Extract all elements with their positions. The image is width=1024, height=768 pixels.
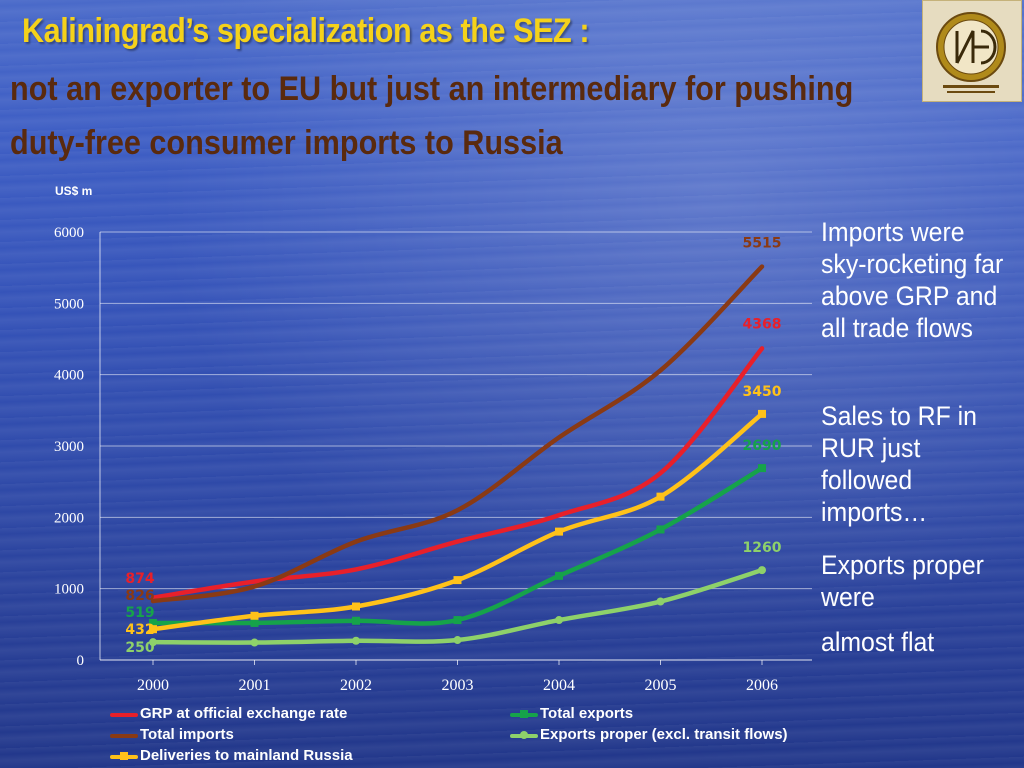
series-lines	[149, 264, 766, 647]
data-point	[453, 616, 462, 625]
series-line-0	[150, 346, 765, 600]
y-tick-label: 4000	[54, 368, 84, 384]
note-imports: Imports were sky-rocketing far above GRP…	[821, 217, 1004, 343]
data-point	[250, 638, 259, 647]
data-point	[250, 611, 259, 620]
x-tick-label: 2003	[442, 677, 474, 694]
note-flat: almost flat	[821, 627, 935, 657]
data-point	[555, 571, 563, 580]
data-label: 2690	[743, 438, 782, 454]
y-tick-label: 0	[77, 653, 85, 669]
legend-marker	[520, 731, 528, 739]
data-point	[758, 566, 766, 575]
legend-label: Total exports	[540, 705, 634, 722]
data-point	[758, 409, 766, 418]
data-point	[453, 576, 462, 585]
data-point	[250, 618, 259, 627]
data-label: 519	[125, 605, 154, 621]
data-point	[656, 525, 665, 534]
x-tick-label: 2006	[746, 677, 778, 694]
data-point	[149, 625, 157, 634]
y-tick-label: 2000	[54, 510, 84, 526]
data-point	[555, 616, 563, 625]
y-tick-label: 5000	[54, 296, 84, 312]
data-point	[352, 636, 360, 645]
y-tick-label: 6000	[54, 225, 84, 241]
legend-marker	[520, 710, 528, 718]
legend-marker	[120, 752, 128, 760]
data-point	[656, 597, 665, 606]
logo-emblem-icon	[936, 12, 1006, 93]
axes: 0 1000 2000 3000 4000 5000 6000 2000 2001 2002 200…	[54, 225, 812, 694]
data-label: 4368	[743, 316, 782, 332]
x-tick-label: 2004	[543, 677, 575, 694]
y-tick-label: 1000	[54, 582, 84, 598]
legend-label: GRP at official exchange rate	[140, 705, 348, 722]
y-tick-label: 3000	[54, 439, 84, 455]
data-label: 432	[125, 622, 154, 638]
data-point	[656, 492, 665, 501]
legend-label: Deliveries to mainland Russia	[140, 747, 353, 764]
data-label: 1260	[743, 540, 782, 556]
data-point	[352, 616, 360, 625]
data-point	[352, 602, 360, 611]
legend-swatch	[110, 713, 138, 717]
data-label: 826	[125, 588, 154, 604]
legend-label: Total imports	[140, 726, 234, 743]
data-point	[758, 464, 766, 473]
legend-label: Exports proper (excl. transit flows)	[540, 726, 788, 743]
x-tick-label: 2000	[137, 677, 169, 694]
data-label: 874	[125, 571, 154, 587]
x-tick-label: 2005	[645, 677, 677, 694]
x-tick-label: 2002	[340, 677, 372, 694]
data-label: 3450	[743, 384, 782, 400]
slide-title: Kaliningrad’s specialization as the SEZ …	[22, 12, 590, 50]
legend-swatch	[110, 734, 138, 738]
data-labels: 250 1260 519 2690 432 3450 874 4368 826 5515	[125, 236, 781, 656]
logo	[922, 0, 1022, 102]
series-line-2	[150, 264, 765, 604]
data-point	[149, 638, 157, 647]
y-axis-unit-label: US$ m	[55, 184, 93, 198]
note-sales: Sales to RF in RUR just followed imports…	[821, 401, 978, 527]
data-label: 5515	[743, 236, 782, 252]
data-point	[453, 636, 462, 645]
data-label: 250	[125, 640, 154, 656]
slide-subtitle: not an exporter to EU but just an interm…	[10, 70, 854, 162]
data-point	[555, 527, 563, 536]
data-point	[149, 618, 157, 627]
x-tick-label: 2001	[239, 677, 271, 694]
note-exports: Exports proper were	[821, 550, 984, 612]
